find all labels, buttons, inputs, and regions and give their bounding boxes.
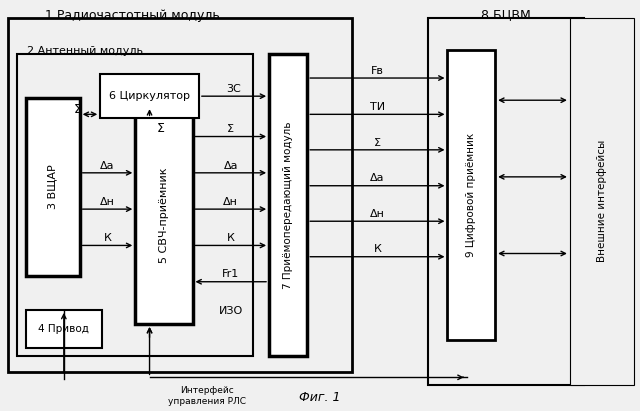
Text: 3С: 3С — [227, 84, 241, 94]
Text: Интерфейс
управления РЛС: Интерфейс управления РЛС — [168, 386, 246, 406]
Text: 8 БЦВМ: 8 БЦВМ — [481, 8, 531, 21]
Text: К: К — [373, 245, 381, 254]
Bar — [135, 106, 193, 324]
Bar — [269, 54, 307, 356]
Text: Фиг. 1: Фиг. 1 — [300, 391, 340, 404]
Text: Δн: Δн — [223, 197, 238, 207]
Text: 9 Цифровой приёмник: 9 Цифровой приёмник — [467, 133, 476, 257]
Text: Δa: Δa — [100, 161, 115, 171]
Text: Внешние интерфейсы: Внешние интерфейсы — [596, 140, 607, 262]
Text: Δa: Δa — [370, 173, 385, 183]
Bar — [26, 98, 80, 276]
Text: Fв: Fв — [371, 66, 384, 76]
Bar — [8, 18, 352, 372]
Bar — [26, 310, 102, 348]
Text: Σ: Σ — [227, 124, 234, 134]
Text: Δн: Δн — [100, 197, 115, 207]
Bar — [570, 18, 634, 385]
Text: 7 Приёмопередающий модуль: 7 Приёмопередающий модуль — [283, 121, 293, 289]
Bar — [447, 50, 495, 340]
Text: ИЗО: ИЗО — [219, 306, 243, 316]
Text: Σ: Σ — [374, 138, 381, 148]
Text: К: К — [227, 233, 235, 243]
Text: К: К — [104, 233, 111, 243]
Text: Fr1: Fr1 — [222, 270, 239, 279]
Text: 4 Привод: 4 Привод — [38, 324, 89, 334]
Text: Σ: Σ — [74, 103, 82, 116]
Text: 3 ВЩАР: 3 ВЩАР — [48, 164, 58, 209]
Text: 6 Циркулятор: 6 Циркулятор — [109, 91, 190, 101]
Text: 2 Антенный модуль: 2 Антенный модуль — [27, 46, 143, 55]
Bar — [428, 18, 584, 385]
Text: Σ: Σ — [157, 122, 165, 135]
Text: Δн: Δн — [370, 209, 385, 219]
Bar — [100, 74, 199, 118]
Bar — [17, 54, 253, 356]
Text: ТИ: ТИ — [370, 102, 385, 112]
Text: 5 СВЧ-приёмник: 5 СВЧ-приёмник — [159, 167, 169, 263]
Text: 1 Радиочастотный модуль: 1 Радиочастотный модуль — [45, 9, 220, 22]
Text: Δa: Δa — [223, 161, 238, 171]
